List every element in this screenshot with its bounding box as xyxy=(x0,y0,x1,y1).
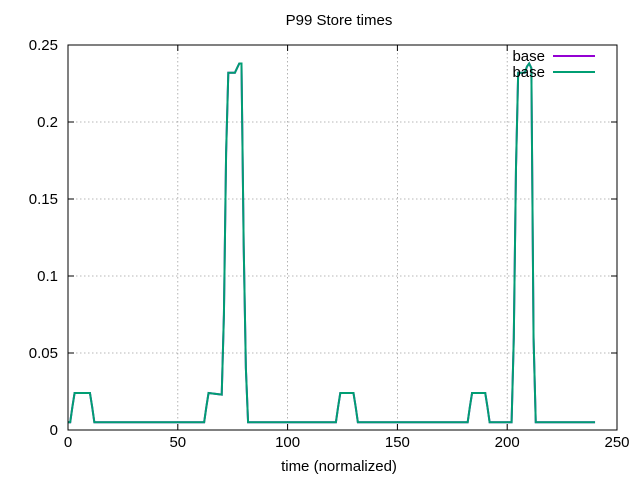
series-line-2 xyxy=(68,61,596,424)
y-tick-label: 0.15 xyxy=(29,191,58,208)
legend-label-2: base xyxy=(512,64,545,81)
x-tick-label: 150 xyxy=(385,434,410,451)
y-tick-labels: 0 0.05 0.1 0.15 0.2 0.25 xyxy=(29,37,58,439)
chart-title: P99 Store times xyxy=(286,12,393,29)
plot-frame xyxy=(67,44,618,431)
x-tick-label: 250 xyxy=(604,434,629,451)
y-tick-label: 0 xyxy=(50,422,58,439)
y-tick-label: 0.25 xyxy=(29,37,58,54)
x-tick-label: 50 xyxy=(169,434,186,451)
x-tick-label: 100 xyxy=(275,434,300,451)
x-axis-label: time (normalized) xyxy=(281,458,397,475)
legend-label-1: base xyxy=(512,48,545,65)
y-tick-label: 0.2 xyxy=(37,114,58,131)
x-tick-labels: 0 50 100 150 200 250 xyxy=(64,434,630,451)
x-tick-label: 200 xyxy=(495,434,520,451)
y-tick-label: 0.1 xyxy=(37,268,58,285)
y-tick-label: 0.05 xyxy=(29,345,58,362)
axis-ticks xyxy=(67,44,618,431)
series-lines xyxy=(68,61,596,424)
grid xyxy=(68,45,617,430)
x-tick-label: 0 xyxy=(64,434,72,451)
